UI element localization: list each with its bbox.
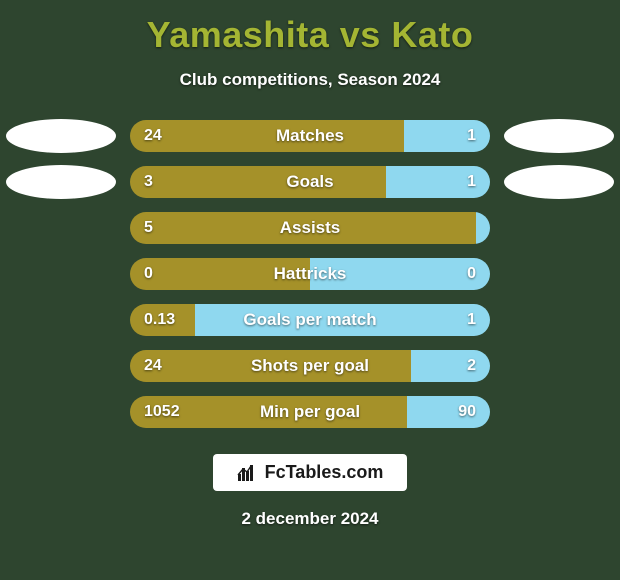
date-label: 2 december 2024 xyxy=(241,509,378,529)
stat-segment-left: 1052 xyxy=(130,396,407,428)
stat-value-left: 3 xyxy=(144,173,153,191)
stat-segment-left: 0.13 xyxy=(130,304,195,336)
stat-row: 0.131Goals per match xyxy=(0,304,620,336)
stat-value-right: 1 xyxy=(467,173,476,191)
player-badge-left xyxy=(6,165,116,199)
stat-value-right: 2 xyxy=(467,357,476,375)
stat-bar: 5Assists xyxy=(130,212,490,244)
stat-segment-right: 2 xyxy=(411,350,490,382)
player-badge-right xyxy=(504,119,614,153)
stat-segment-left: 3 xyxy=(130,166,386,198)
player-badge-left xyxy=(6,119,116,153)
stat-value-left: 24 xyxy=(144,127,162,145)
stat-value-left: 0.13 xyxy=(144,311,175,329)
stat-value-right: 1 xyxy=(467,127,476,145)
stat-value-left: 1052 xyxy=(144,403,180,421)
stat-row: 5Assists xyxy=(0,212,620,244)
stat-segment-right: 1 xyxy=(195,304,490,336)
stat-segment-right: 1 xyxy=(386,166,490,198)
stat-segment-left: 24 xyxy=(130,120,404,152)
stat-row: 31Goals xyxy=(0,166,620,198)
stat-row: 241Matches xyxy=(0,120,620,152)
stat-value-left: 5 xyxy=(144,219,153,237)
comparison-card: Yamashita vs Kato Club competitions, Sea… xyxy=(0,0,620,580)
stat-row: 105290Min per goal xyxy=(0,396,620,428)
stat-rows: 241Matches31Goals5Assists00Hattricks0.13… xyxy=(0,120,620,428)
stat-bar: 242Shots per goal xyxy=(130,350,490,382)
stat-value-right: 0 xyxy=(467,265,476,283)
stat-row: 00Hattricks xyxy=(0,258,620,290)
stat-segment-right: 1 xyxy=(404,120,490,152)
player-badge-right xyxy=(504,165,614,199)
stat-bar: 0.131Goals per match xyxy=(130,304,490,336)
stat-segment-left: 0 xyxy=(130,258,310,290)
stat-segment-left: 5 xyxy=(130,212,476,244)
stat-segment-left: 24 xyxy=(130,350,411,382)
stat-value-left: 24 xyxy=(144,357,162,375)
page-subtitle: Club competitions, Season 2024 xyxy=(180,70,441,90)
stat-value-left: 0 xyxy=(144,265,153,283)
footer-attribution: FcTables.com xyxy=(213,454,408,491)
stat-bar: 105290Min per goal xyxy=(130,396,490,428)
stat-bar: 31Goals xyxy=(130,166,490,198)
stat-value-right: 90 xyxy=(458,403,476,421)
stat-row: 242Shots per goal xyxy=(0,350,620,382)
stat-segment-right: 90 xyxy=(407,396,490,428)
footer-text: FcTables.com xyxy=(265,462,384,483)
stat-bar: 241Matches xyxy=(130,120,490,152)
stat-segment-right xyxy=(476,212,490,244)
bar-chart-icon xyxy=(237,464,257,482)
stat-bar: 00Hattricks xyxy=(130,258,490,290)
page-title: Yamashita vs Kato xyxy=(147,14,474,56)
stat-value-right: 1 xyxy=(467,311,476,329)
stat-segment-right: 0 xyxy=(310,258,490,290)
